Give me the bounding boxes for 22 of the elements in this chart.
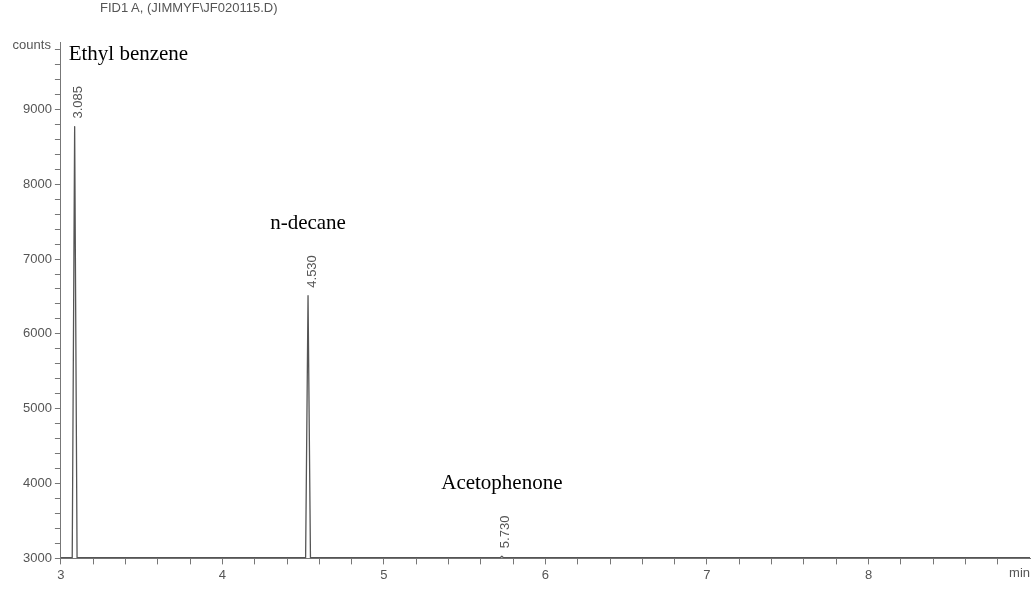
annotation: 4.530	[303, 255, 319, 288]
x-tick-label: 3	[57, 566, 65, 582]
annotation: Ethyl benzene	[68, 40, 189, 65]
x-tick-label: 6	[541, 566, 550, 582]
x-axis-title: min	[1009, 565, 1030, 581]
x-tick-label: 4	[218, 566, 227, 582]
y-axis-title: counts	[12, 36, 52, 52]
annotation: Acetophenone	[441, 470, 563, 495]
y-tick-label: 8000	[23, 175, 52, 191]
y-tick-label: 9000	[23, 100, 52, 116]
y-tick-label: 6000	[23, 325, 52, 341]
y-tick-label: 7000	[23, 250, 52, 266]
annotation: 3.085	[70, 86, 86, 119]
y-tick-label: 4000	[23, 475, 52, 491]
annotation: 5.730	[497, 515, 513, 549]
x-tick-label: 5	[380, 566, 388, 582]
y-tick-label: 5000	[23, 400, 52, 416]
y-tick-label: 3000	[23, 549, 52, 565]
x-tick-label: 8	[864, 566, 873, 582]
chart-title: FID1 A, (JIMMYF\JF020115.D)	[100, 0, 278, 16]
x-tick-label: 7	[703, 566, 711, 582]
annotation: n-decane	[270, 209, 346, 234]
